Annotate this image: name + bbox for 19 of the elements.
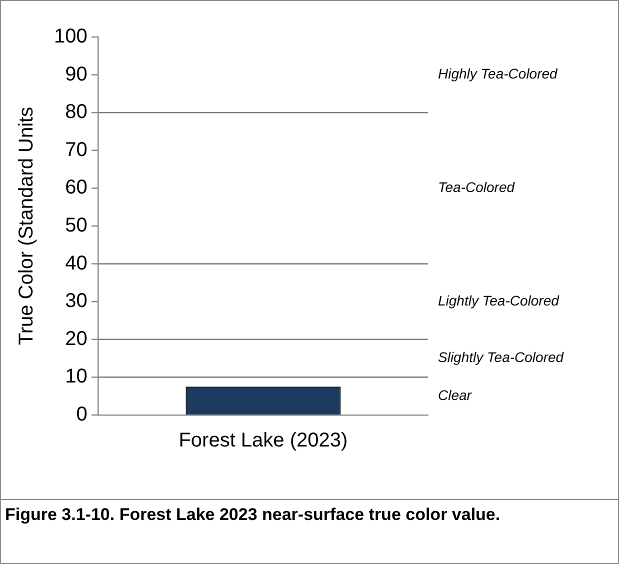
y-tick-label: 50 bbox=[65, 214, 88, 237]
y-axis-title: True Color (Standard Units bbox=[16, 106, 38, 346]
y-tick-label: 40 bbox=[65, 252, 88, 274]
text: Highly Tea-Colored bbox=[438, 66, 559, 82]
y-tick-label: 90 bbox=[65, 63, 88, 86]
y-tick-label: 20 bbox=[65, 328, 88, 350]
y-tick-label: 70 bbox=[65, 138, 88, 161]
text: Lightly Tea-Colored bbox=[438, 292, 560, 308]
text: Clear bbox=[438, 386, 473, 403]
y-tick-label: 60 bbox=[65, 176, 88, 199]
y-tick-label: 0 bbox=[76, 404, 88, 426]
x-tick-label: Forest Lake (2023) bbox=[178, 430, 348, 452]
text: Slightly Tea-Colored bbox=[438, 349, 565, 366]
y-tick-label: 100 bbox=[54, 26, 88, 48]
y-tick-label: 80 bbox=[65, 101, 88, 124]
caption: Figure 3.1-10. Forest Lake 2023 near-surface true color value. bbox=[1, 499, 618, 529]
y-tick-label: 30 bbox=[65, 290, 88, 312]
y-tick-label: 10 bbox=[65, 366, 88, 388]
text: Tea-Colored bbox=[438, 179, 516, 196]
